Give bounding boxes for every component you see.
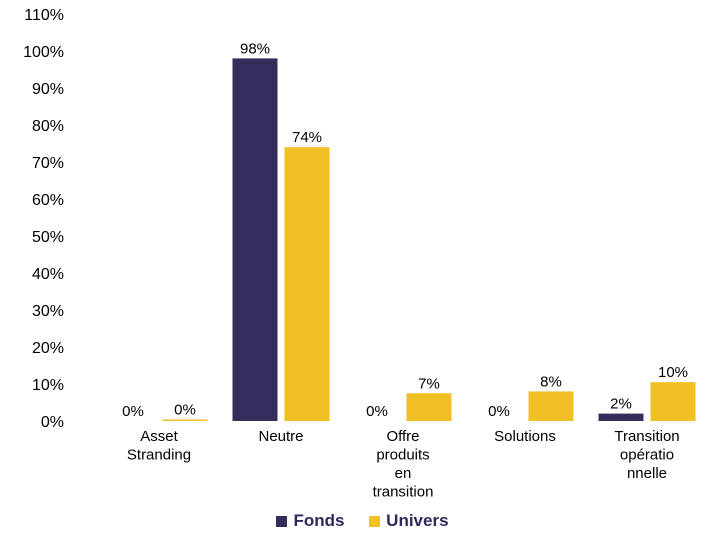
y-tick-label: 110%	[24, 7, 64, 24]
y-tick-label: 90%	[32, 81, 64, 98]
legend-swatch-fonds	[276, 515, 288, 527]
bar-univers	[528, 391, 574, 421]
data-label: 0%	[174, 402, 196, 419]
bar-univers	[284, 147, 330, 421]
data-labels: 0% 0% 98% 74% 0% 7% 0% 8% 2% 10%	[122, 40, 688, 420]
bar-univers	[162, 419, 208, 421]
legend-swatch-univers	[369, 515, 381, 527]
y-tick-label: 60%	[32, 192, 64, 209]
bar-fonds	[598, 413, 644, 421]
data-label: 2%	[610, 396, 632, 413]
bar-univers	[406, 393, 452, 421]
data-label: 0%	[488, 403, 510, 420]
data-label: 74%	[292, 129, 322, 146]
y-tick-label: 30%	[32, 303, 64, 320]
data-label: 0%	[122, 403, 144, 420]
legend-item-fonds: Fonds	[276, 511, 344, 531]
y-axis: 0% 10% 20% 30% 40% 50% 60% 70% 80% 90% 100% 110%	[23, 7, 64, 431]
y-tick-label: 100%	[23, 44, 64, 61]
data-label: 98%	[240, 40, 270, 57]
legend-item-univers: Univers	[369, 511, 449, 531]
data-label: 8%	[540, 373, 562, 390]
x-tick-label: Solutions	[494, 428, 556, 445]
x-tick-label: Transition opératio nnelle	[614, 428, 679, 482]
x-tick-label: Asset Stranding	[127, 428, 191, 464]
y-tick-label: 0%	[41, 414, 64, 431]
data-label: 10%	[658, 364, 688, 381]
y-tick-label: 20%	[32, 340, 64, 357]
y-tick-label: 70%	[32, 155, 64, 172]
x-tick-label: Offre produits en transition	[373, 428, 434, 501]
x-tick-label: Neutre	[258, 428, 303, 445]
x-axis: Asset Stranding Neutre Offre produits en trans…	[127, 428, 680, 501]
legend-label-fonds: Fonds	[293, 511, 345, 530]
y-tick-label: 80%	[32, 118, 64, 135]
bar-univers	[650, 382, 696, 421]
bar-fonds	[232, 58, 278, 422]
legend: Fonds Univers	[0, 511, 725, 532]
y-tick-label: 10%	[32, 377, 64, 394]
legend-label-univers: Univers	[386, 511, 449, 530]
data-label: 7%	[418, 375, 440, 392]
data-label: 0%	[366, 403, 388, 420]
y-tick-label: 40%	[32, 266, 64, 283]
bars	[162, 58, 696, 422]
y-tick-label: 50%	[32, 229, 64, 246]
